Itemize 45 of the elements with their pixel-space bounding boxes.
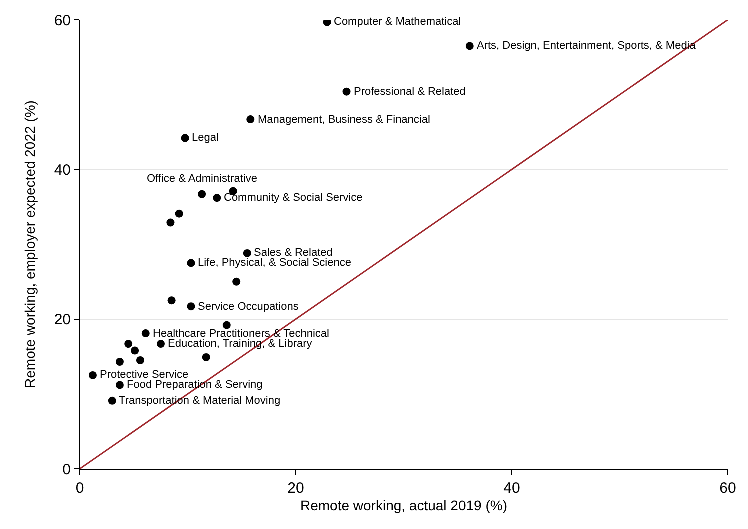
point (166, 218, 175, 227)
y-axis-title: Remote working, employer expected 2022 (%) (22, 100, 38, 388)
annotation: Service Occupations (198, 301, 300, 313)
x-tick-label: 40 (504, 480, 520, 497)
y-tick-label: 60 (54, 12, 71, 30)
point (108, 396, 116, 405)
x-tick-label: 60 (720, 480, 736, 497)
annotation: Office & Administrative (147, 173, 258, 185)
point (116, 358, 124, 366)
point (131, 346, 140, 355)
point (88, 371, 97, 380)
annotation: Sales & Related (254, 247, 333, 259)
point (232, 278, 241, 286)
annotation: Life, Physical, & Social Science (198, 257, 352, 269)
x-tick-label: 20 (288, 480, 304, 497)
point (342, 88, 351, 96)
point (124, 340, 133, 348)
point (175, 210, 184, 218)
y-tick-label: 40 (54, 162, 71, 179)
point (116, 381, 124, 390)
annotation: Protective Service (100, 369, 189, 381)
point (246, 116, 255, 124)
point (213, 194, 222, 202)
x-axis-title: Remote working, actual 2019 (%) (300, 497, 508, 514)
point (142, 330, 150, 338)
y-tick-label: 0 (62, 461, 71, 478)
y-tick-label: 20 (54, 312, 71, 329)
point (187, 259, 196, 268)
point (202, 354, 210, 362)
point (466, 42, 474, 50)
annotation: Management, Business & Financial (258, 114, 430, 126)
annotation: Legal (192, 132, 219, 144)
point (136, 356, 144, 364)
point (187, 302, 196, 311)
point (222, 321, 231, 330)
point (181, 134, 190, 142)
point (157, 340, 165, 348)
point (198, 190, 206, 198)
annotation: Professional & Related (354, 86, 466, 98)
point (243, 249, 252, 258)
x-tick-label: 0 (76, 480, 84, 497)
point (323, 20, 332, 26)
annotation: Computer & Mathematical (334, 16, 462, 28)
point (168, 296, 176, 305)
annotation: Community & Social Service (224, 192, 363, 204)
